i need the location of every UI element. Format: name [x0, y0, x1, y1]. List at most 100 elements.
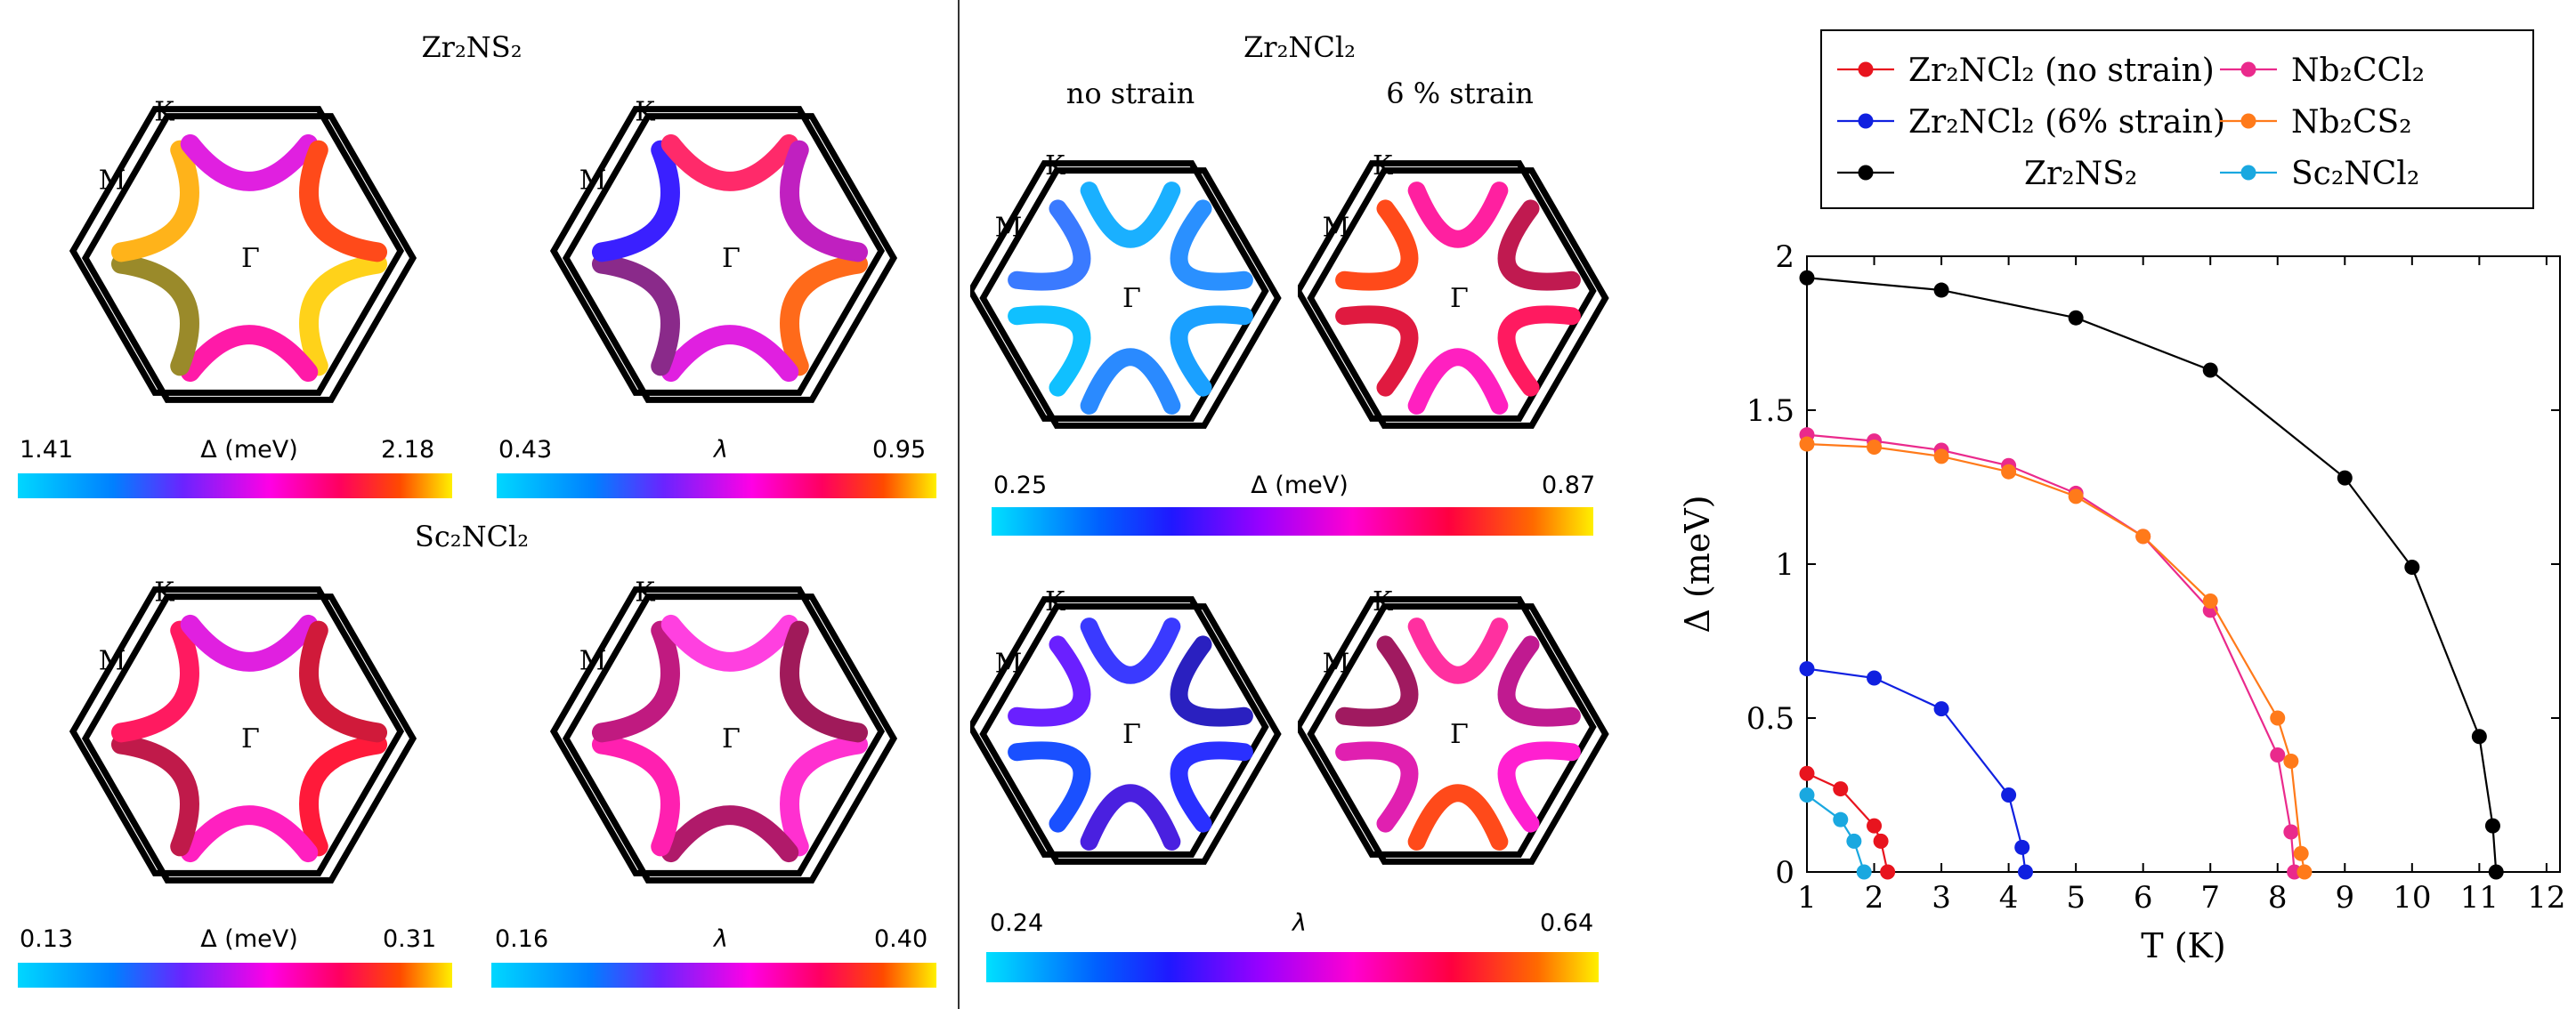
data-point [2014, 839, 2030, 855]
fermi-sheet-0 [1170, 741, 1253, 833]
fermi-sheet-3 [591, 140, 680, 262]
fermi-sheet-5 [1497, 635, 1581, 727]
data-point [2001, 787, 2017, 803]
col-6-strain: 6 % strain [1386, 77, 1534, 110]
data-point [2135, 529, 2151, 545]
gamma-point-label: Γ [1450, 283, 1469, 314]
k-point-label: K [1045, 586, 1065, 618]
colorbar-5-label: Δ (meV) [1251, 472, 1349, 499]
data-point [2202, 362, 2218, 378]
legend-entry-2: Zr₂NS₂ [1837, 156, 2137, 192]
brillouin-zone-edge-1 [562, 113, 898, 403]
data-point [1799, 270, 1815, 286]
fermi-sheet-3 [110, 140, 199, 262]
fermi-sheet-4 [180, 133, 319, 191]
legend-entry-1: Zr₂NCl₂ (6% strain) [1837, 104, 2225, 141]
m-point-label: M [995, 212, 1023, 243]
fermi-sheet-4 [1407, 182, 1509, 248]
gamma-point-label: Γ [1122, 719, 1141, 750]
fermi-sheet-3 [1008, 199, 1091, 291]
brillouin-zone-edge-0 [69, 586, 405, 876]
legend-marker [2240, 165, 2256, 181]
series-5 [1799, 787, 1872, 880]
data-point [2484, 818, 2500, 834]
fermi-sheet-0 [780, 254, 869, 376]
legend-entry-0: Zr₂NCl₂ (no strain) [1837, 52, 2215, 89]
colorbar-6-min: 0.24 [990, 909, 1044, 937]
fermi-sheet-4 [1080, 618, 1181, 684]
data-point [2270, 747, 2286, 763]
x-axis-label: T (K) [2141, 926, 2225, 965]
y-tick-label: 1 [1775, 547, 1794, 583]
fermi-surface-zr2ncl2-nostrain-delta: KM Γ [970, 150, 1282, 429]
colorbar-4-min: 0.16 [495, 925, 549, 953]
m-point-label: M [579, 646, 607, 677]
fermi-surface-zr2ncl2-nostrain-lambda: KM Γ [970, 586, 1282, 865]
fermi-sheet-3 [1335, 199, 1419, 291]
fermi-sheet-1 [1080, 348, 1181, 415]
series-4 [1799, 436, 2313, 880]
fermi-surface-zr2ncl2-strain-lambda: KM Γ [1298, 586, 1609, 865]
m-point-label: M [99, 165, 126, 197]
brillouin-zone-edge-1 [979, 603, 1282, 865]
k-point-label: K [154, 96, 174, 127]
k-point-label: K [635, 577, 655, 608]
colorbar-5 [992, 507, 1593, 536]
data-point [1799, 787, 1815, 803]
fermi-sheet-5 [299, 620, 388, 743]
y-axis-label: Δ (meV) [1678, 495, 1717, 633]
brillouin-zone-edge-0 [970, 160, 1269, 422]
colorbar-4 [491, 963, 936, 988]
colorbar-6-label: λ [1292, 909, 1307, 937]
series-3 [1799, 427, 2303, 880]
brillouin-zone-edge-0 [1298, 160, 1597, 422]
fermi-sheet-4 [660, 133, 799, 191]
series-line [1806, 667, 2027, 873]
data-point [1846, 833, 1862, 849]
legend-box [1820, 29, 2534, 209]
fermi-sheet-3 [1008, 635, 1091, 727]
fermi-sheet-1 [180, 325, 319, 383]
gamma-point-label: Γ [722, 723, 741, 755]
fermi-sheet-4 [660, 614, 799, 672]
data-point [2471, 729, 2487, 745]
m-point-label: M [1323, 648, 1350, 679]
gamma-point-label: Γ [241, 243, 260, 274]
fermi-sheet-2 [1008, 741, 1091, 833]
legend-entry-5: Sc₂NCl₂ [2220, 156, 2419, 192]
k-point-label: K [1373, 150, 1393, 182]
brillouin-zone-edge-0 [69, 106, 405, 396]
col-no-strain: no strain [1065, 77, 1195, 110]
series-line [1806, 433, 2296, 873]
data-point [2297, 864, 2313, 880]
fermi-sheet-1 [1080, 784, 1181, 851]
series-line [1806, 442, 2306, 873]
gamma-point-label: Γ [1450, 719, 1469, 750]
fermi-sheet-5 [1170, 199, 1253, 291]
fermi-sheet-0 [1497, 741, 1581, 833]
colorbar-1-min: 1.41 [20, 436, 74, 464]
fermi-sheet-2 [110, 734, 199, 857]
colorbar-6-max: 0.64 [1540, 909, 1594, 937]
m-point-label: M [995, 648, 1023, 679]
colorbar-1 [18, 473, 452, 498]
data-point [2068, 310, 2084, 326]
x-tick-label: 6 [2134, 880, 2153, 916]
y-tick-label: 0.5 [1746, 701, 1794, 737]
fermi-sheet-0 [780, 734, 869, 857]
legend-label: Zr₂NCl₂ (6% strain) [1908, 104, 2225, 141]
fermi-sheet-5 [1497, 199, 1581, 291]
fermi-sheet-2 [1335, 741, 1419, 833]
colorbar-3-min: 0.13 [20, 925, 74, 953]
brillouin-zone-edge-0 [970, 596, 1269, 858]
data-point [1799, 436, 1815, 452]
fermi-sheet-1 [180, 805, 319, 863]
fermi-sheet-0 [1170, 305, 1253, 397]
fermi-surface-zr2ns2-delta: K M Γ [69, 96, 417, 403]
legend-marker [1858, 113, 1874, 129]
data-point [1933, 282, 1949, 298]
x-tick-label: 3 [1932, 880, 1951, 916]
colorbar-2-min: 0.43 [498, 436, 553, 464]
data-point [2017, 864, 2033, 880]
fermi-sheet-5 [299, 140, 388, 262]
